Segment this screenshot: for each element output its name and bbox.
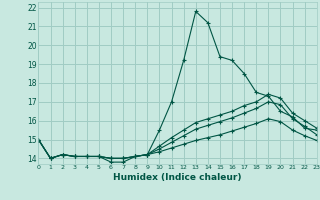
X-axis label: Humidex (Indice chaleur): Humidex (Indice chaleur) bbox=[113, 173, 242, 182]
